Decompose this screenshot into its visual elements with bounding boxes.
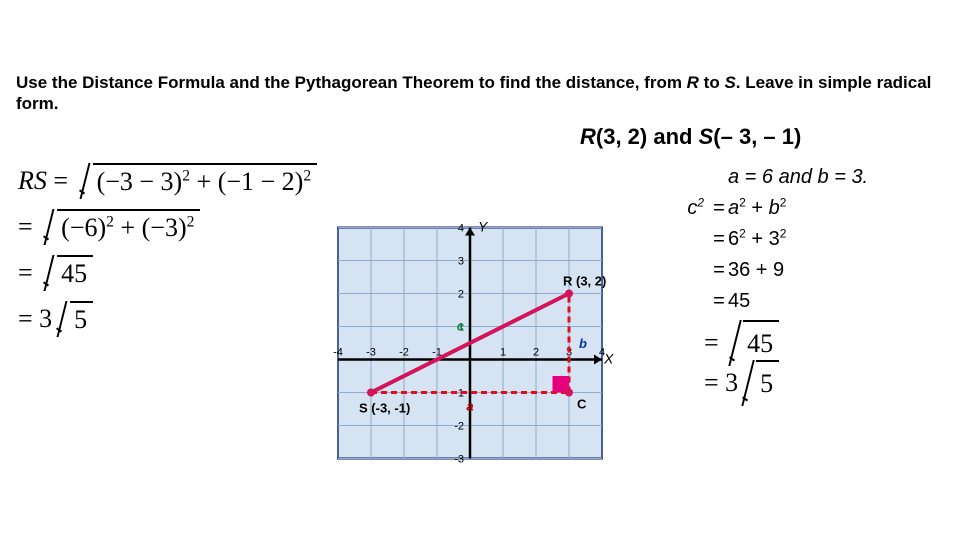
dist-coef4: 3: [39, 304, 52, 334]
dist-rad2plus: +: [114, 213, 142, 242]
pyth-sqrt-2: 5: [742, 360, 779, 406]
pyth-coef: 3: [725, 363, 738, 403]
x-axis-label: X: [603, 351, 614, 367]
points-and: and: [647, 124, 698, 149]
hyp-c-label: c: [457, 319, 465, 334]
coordinate-graph: -4-3-2-11234-3-2-11234XYR (3, 2)S (-3, -…: [320, 212, 620, 474]
svg-text:-3: -3: [454, 454, 464, 466]
pyth-r4: 45: [728, 286, 750, 317]
pyth-r2b: 3: [769, 228, 780, 250]
pyth-givens-row: a = 6 and b = 3.: [660, 162, 868, 193]
dist-rad1b: (−1 − 2): [218, 167, 304, 196]
svg-text:4: 4: [458, 223, 464, 235]
svg-text:-4: -4: [333, 347, 343, 359]
prompt-R: R: [687, 73, 699, 92]
point-R-label: R (3, 2): [563, 274, 606, 289]
svg-text:3: 3: [458, 256, 464, 268]
prompt-text-1: Use the Distance Formula and the Pythago…: [16, 73, 687, 92]
problem-prompt: Use the Distance Formula and the Pythago…: [16, 72, 936, 115]
svg-text:-2: -2: [399, 347, 409, 359]
given-points: R(3, 2) and S(– 3, – 1): [580, 124, 801, 150]
point-C-label: C: [577, 397, 587, 412]
svg-text:-3: -3: [366, 347, 376, 359]
pyth-r1b: b: [769, 197, 780, 219]
pyth-lhs: c: [687, 197, 697, 219]
pyth-row-1: c2 = a2 + b2: [660, 193, 868, 224]
R-label: R: [580, 124, 596, 149]
prompt-S: S: [724, 73, 735, 92]
page: Use the Distance Formula and the Pythago…: [0, 0, 960, 540]
pyth-r2a: 6: [728, 228, 739, 250]
dist-sqrt-3: 45: [43, 255, 93, 291]
svg-text:2: 2: [533, 347, 539, 359]
svg-text:1: 1: [500, 347, 506, 359]
S-label: S: [699, 124, 714, 149]
leg-a-label: a: [466, 399, 473, 414]
dist-rad2a: (−6): [61, 213, 106, 242]
pyth-row-4: = 45: [660, 286, 868, 317]
pyth-row-3: = 36 + 9: [660, 255, 868, 286]
dist-row-3: = 45: [18, 250, 317, 296]
S-coords: (– 3, – 1): [713, 124, 801, 149]
pyth-row-5: = 45: [660, 323, 868, 363]
R-coords: (3, 2): [596, 124, 647, 149]
pyth-row-6: = 3 5: [660, 363, 868, 403]
pythagorean-work: a = 6 and b = 3. c2 = a2 + b2 = 62 + 32 …: [660, 162, 868, 403]
pyth-row-2: = 62 + 32: [660, 224, 868, 255]
prompt-mid: to: [699, 73, 725, 92]
pyth-givens: a = 6 and b = 3.: [728, 166, 868, 188]
dist-sqrt-2: (−6)2 + (−3)2: [43, 209, 200, 245]
distance-formula-work: RS = (−3 − 3)2 + (−1 − 2)2 = (−6)2 + (−3…: [18, 158, 317, 342]
dist-rad1a: (−3 − 3): [97, 167, 183, 196]
dist-rad2b: (−3): [142, 213, 187, 242]
dist-rad1plus: +: [190, 167, 218, 196]
dist-lhs: RS: [18, 166, 47, 196]
dist-row-2: = (−6)2 + (−3)2: [18, 204, 317, 250]
svg-text:2: 2: [458, 289, 464, 301]
dist-row-1: RS = (−3 − 3)2 + (−1 − 2)2: [18, 158, 317, 204]
dist-sqrt-1: (−3 − 3)2 + (−1 − 2)2: [79, 163, 318, 199]
dist-sqrt-4: 5: [56, 301, 93, 337]
leg-b-label: b: [579, 336, 587, 351]
svg-text:-2: -2: [454, 421, 464, 433]
point-S-label: S (-3, -1): [359, 401, 410, 416]
dist-row-4: = 3 5: [18, 296, 317, 342]
pyth-r1a: a: [728, 197, 739, 219]
pyth-r3: 36 + 9: [728, 255, 784, 286]
